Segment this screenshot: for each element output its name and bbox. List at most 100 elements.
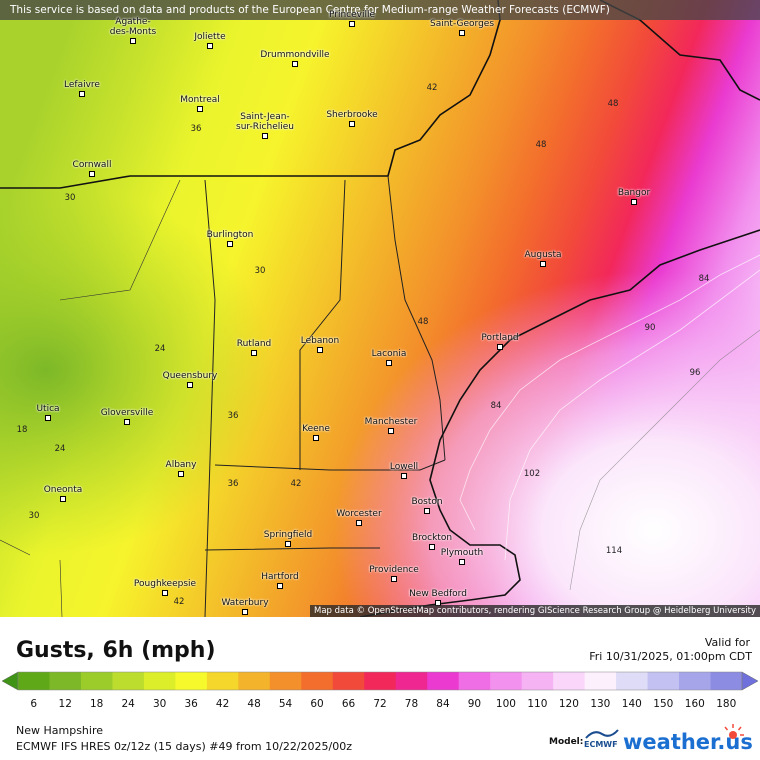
city-label[interactable]: Waterbury [221,598,269,608]
city-marker [130,38,136,44]
city-label[interactable]: Cornwall [72,160,112,170]
city-label[interactable]: Oneonta [43,485,83,495]
colorbar-tick-label: 140 [621,698,642,710]
city-label[interactable]: Princeville [328,10,376,20]
city-marker [540,261,546,267]
contour-label: 24 [54,444,66,454]
city-label[interactable]: Bangor [617,188,651,198]
colorbar-tick-label: 72 [373,698,387,710]
ecmwf-logo[interactable]: ECMWF [584,728,620,749]
colorbar-swatch [49,672,82,690]
city-label[interactable]: Providence [369,565,419,575]
colorbar-tick-label: 100 [495,698,516,710]
city-label[interactable]: Springfield [263,530,313,540]
colorbar-tick-label: 42 [215,698,230,710]
contour-label: 30 [28,511,40,521]
city-marker [124,419,130,425]
city-marker [162,590,168,596]
colorbar-tick-label: 60 [310,698,324,710]
colorbar-max-arrow [741,671,759,691]
map-attribution[interactable]: Map data © OpenStreetMap contributors, r… [310,605,760,617]
contour-label: 42 [426,83,438,93]
contour-label: 18 [16,425,28,435]
colorbar-swatch [427,672,460,690]
city-marker [292,61,298,67]
colorbar-tick-label: 48 [247,698,261,710]
city-marker [313,435,319,441]
colorbar-swatch [584,672,617,690]
city-label[interactable]: Saint-Jean- sur-Richelieu [236,112,294,132]
city-label[interactable]: Lowell [389,462,419,472]
city-marker [356,520,362,526]
contour-label: 30 [254,266,266,276]
colorbar-swatch [175,672,208,690]
colorbar-swatch [679,672,712,690]
city-label[interactable]: Lefaivre [64,80,100,90]
city-label[interactable]: Plymouth [440,548,484,558]
colorbar [1,671,759,691]
city-label[interactable]: Boston [411,497,443,507]
contour-label: 114 [605,546,623,556]
city-label[interactable]: Portland [481,333,519,343]
colorbar-tick-label: 160 [684,698,705,710]
colorbar-tick-label: 30 [152,698,167,710]
map-title: Gusts, 6h (mph) [16,638,216,663]
city-label[interactable]: Brockton [411,533,453,543]
colorbar-swatch [521,672,554,690]
city-label[interactable]: New Bedford [409,589,467,599]
contour-label: 42 [290,479,302,489]
city-label[interactable]: Augusta [524,250,562,260]
city-label[interactable]: Utica [36,404,60,414]
city-label[interactable]: Laconia [371,349,407,359]
colorbar-swatch [238,672,271,690]
city-label[interactable]: Gloversville [100,408,154,418]
city-marker [349,21,355,27]
city-marker [207,43,213,49]
city-label[interactable]: Sherbrooke [326,110,378,120]
city-label[interactable]: Rutland [236,339,272,349]
city-marker [349,121,355,127]
region-name[interactable]: New Hampshire [16,724,104,737]
ecmwf-banner: This service is based on data and produc… [0,0,760,20]
colorbar-tick-label: 130 [590,698,611,710]
city-label[interactable]: Hartford [261,572,299,582]
city-label[interactable]: Joliette [194,32,226,42]
city-label[interactable]: Albany [165,460,197,470]
colorbar-tick-label: 12 [58,698,72,710]
city-marker [79,91,85,97]
colorbar-swatch [206,672,239,690]
city-label[interactable]: Queensbury [162,371,218,381]
colorbar-swatch [143,672,176,690]
city-marker [424,508,430,514]
city-label[interactable]: Saint-Georges [429,19,495,29]
city-label[interactable]: Manchester [364,417,418,427]
city-label[interactable]: Agathe- des-Monts [109,17,157,37]
colorbar-tick-label: 54 [278,698,293,710]
forecast-map[interactable]: This service is based on data and produc… [0,0,760,617]
city-label[interactable]: Drummondville [260,50,330,60]
contour-label: 90 [644,323,656,333]
city-marker [459,30,465,36]
city-label[interactable]: Lebanon [300,336,340,346]
city-marker [262,133,268,139]
city-marker [89,171,95,177]
city-marker [388,428,394,434]
colorbar-swatch [647,672,680,690]
colorbar-swatch [301,672,334,690]
model-label: Model: [549,737,584,747]
valid-label: Valid for [704,636,750,649]
contour-label: 84 [490,401,502,411]
city-label[interactable]: Montreal [180,95,220,105]
contour-label: 48 [535,140,547,150]
city-label[interactable]: Poughkeepsie [133,579,197,589]
colorbar-tick-label: 180 [716,698,737,710]
city-label[interactable]: Keene [302,424,330,434]
city-marker [285,541,291,547]
contour-label: 36 [227,411,239,421]
city-label[interactable]: Worcester [336,509,382,519]
city-marker [227,241,233,247]
city-marker [429,544,435,550]
contour-label: 96 [689,368,701,378]
city-label[interactable]: Burlington [206,230,254,240]
colorbar-tick-label: 36 [184,698,198,710]
